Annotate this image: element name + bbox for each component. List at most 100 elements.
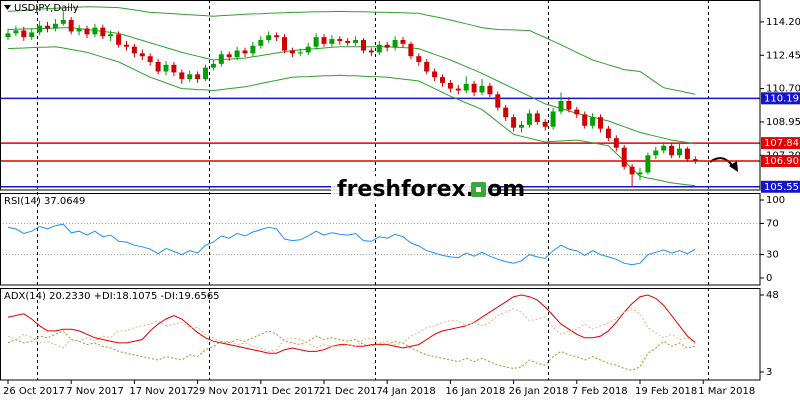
candle-body	[511, 117, 517, 128]
candle-body	[408, 43, 414, 57]
candle-body	[677, 148, 682, 156]
candle-body	[108, 34, 114, 37]
level-label: 106.90	[764, 156, 799, 167]
candle-body	[21, 30, 27, 38]
candle-body	[669, 145, 675, 156]
candle-body	[345, 40, 351, 43]
watermark-backdrop	[331, 176, 491, 203]
candle-body	[5, 33, 11, 38]
y-tick-label: 108.95	[766, 117, 800, 128]
candle-body	[84, 28, 90, 35]
x-tick-label: 21 Dec 2017	[319, 386, 383, 397]
x-tick-label: 4 Jan 2018	[382, 386, 436, 397]
candle-body	[384, 44, 390, 48]
candle-body	[582, 114, 588, 126]
candle-body	[210, 63, 216, 68]
candle-body	[37, 25, 43, 33]
candle-body	[645, 155, 651, 173]
candle-body	[653, 150, 659, 156]
candle-body	[613, 138, 619, 148]
candle-body	[432, 71, 438, 78]
candle-body	[519, 124, 524, 128]
candle-body	[13, 30, 19, 34]
candle-body	[661, 145, 667, 151]
level-label: 110.19	[764, 93, 799, 104]
candle-body	[29, 32, 35, 38]
panel-title: USDJPY,Daily	[14, 3, 79, 14]
level-label: 105.55	[764, 182, 799, 193]
candle-body	[471, 83, 477, 93]
candle-body	[92, 27, 98, 35]
panel-title: ADX(14) 20.2330 +DI:18.1075 -DI:19.6565	[4, 291, 220, 302]
candle-body	[368, 50, 374, 53]
candle-body	[52, 23, 58, 29]
candle-body	[590, 117, 596, 126]
candle-body	[550, 111, 556, 127]
level-label-box	[761, 137, 800, 150]
candle-body	[455, 88, 461, 91]
candle-body	[179, 72, 185, 80]
candle-body	[131, 46, 137, 54]
x-tick-label: 26 Oct 2017	[3, 386, 65, 397]
y-tick-label: 70	[766, 218, 779, 229]
candle-body	[305, 46, 311, 53]
candle-body	[495, 94, 501, 108]
panel-title: RSI(14) 37.0649	[4, 196, 85, 207]
symbol-menu-icon[interactable]	[4, 5, 11, 10]
y-tick-label: 3	[766, 367, 772, 378]
candle-body	[226, 54, 232, 58]
candle-body	[361, 40, 366, 51]
candle-body	[147, 56, 153, 62]
candle-body	[637, 172, 643, 175]
candle-body	[68, 20, 74, 32]
candle-body	[447, 82, 453, 89]
candle-body	[692, 159, 698, 162]
candle-body	[329, 39, 335, 44]
candle-body	[574, 109, 580, 115]
y-tick-label: 110.70	[766, 84, 800, 95]
candle-body	[171, 64, 177, 73]
candle-body	[424, 61, 430, 72]
candle-body	[242, 50, 248, 54]
candle-body	[258, 40, 264, 46]
candle-body	[621, 147, 627, 167]
candle-body	[416, 56, 422, 62]
candle-body	[234, 50, 240, 58]
level-label: 107.84	[764, 138, 799, 149]
candle-body	[487, 85, 493, 95]
panel-frame	[0, 288, 761, 381]
watermark-text: freshforex.com	[337, 177, 525, 202]
candle-body	[503, 107, 509, 118]
candle-body	[203, 67, 208, 80]
candle-body	[60, 20, 66, 24]
candle-body	[76, 28, 82, 32]
x-tick-label: 7 Feb 2018	[572, 386, 628, 397]
candle-body	[534, 113, 540, 122]
candle-body	[100, 27, 106, 37]
candle-body	[558, 101, 564, 112]
y-tick-label: 114.20	[766, 17, 800, 28]
band-line	[7, 6, 696, 95]
x-tick-label: 17 Nov 2017	[129, 386, 193, 397]
candle-body	[353, 40, 359, 43]
candle-body	[400, 40, 406, 44]
watermark: freshforex.com	[331, 176, 525, 203]
candle-body	[250, 45, 256, 54]
candle-body	[479, 85, 485, 93]
candle-body	[463, 83, 469, 91]
candle-body	[392, 40, 398, 48]
x-tick-label: 19 Feb 2018	[635, 386, 697, 397]
indicator-line	[7, 223, 696, 266]
level-label-box	[761, 180, 800, 193]
band-line	[7, 27, 696, 145]
candle-body	[124, 44, 129, 47]
candle-body	[684, 148, 690, 160]
y-tick-label: 48	[766, 290, 779, 301]
y-tick-label: 100	[766, 195, 785, 206]
candle-body	[376, 44, 382, 53]
candle-body	[605, 128, 611, 139]
candle-body	[526, 113, 532, 125]
y-tick-label: 112.45	[766, 50, 800, 61]
x-tick-label: 29 Nov 2017	[193, 386, 257, 397]
